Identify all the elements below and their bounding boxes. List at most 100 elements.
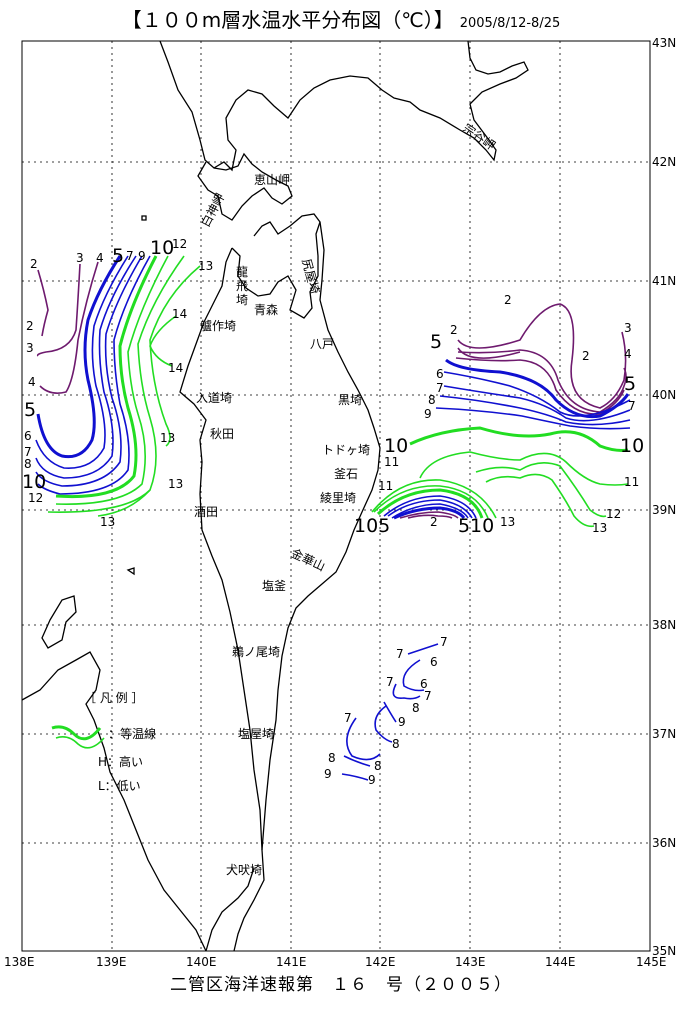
iso-label: 13 [168,477,183,491]
iso-label: 2 [504,293,512,307]
iso-label: 5 [458,515,470,537]
lon-label: 142E [365,955,396,969]
isotherm-e4 [455,357,625,415]
isotherm-w2 [37,269,49,337]
lat-label: 42N [652,155,676,169]
place-henashi: 艫作埼 [200,318,236,333]
place-kuroki: 黒埼 [338,393,362,407]
lat-label: 40N [652,388,676,402]
isotherm-e9 [435,407,631,430]
period-text: 2005/8/12-8/25 [459,16,561,31]
iso-label: 9 [424,407,432,421]
isotherm-e2b [457,347,521,359]
iso-label: 13 [500,515,515,529]
iso-label: 6 [436,367,444,381]
place-shioya: 塩屋埼 [238,726,274,741]
lat-label: 39N [652,503,676,517]
isotherm-w13b [97,489,151,517]
iso-label: 2 [26,319,34,333]
iso-label: 7 [344,711,352,725]
iso-label: 7 [396,647,404,661]
iso-label: 13 [160,431,175,445]
coastlines [21,40,529,952]
isotherm-e12 [475,462,607,518]
map-title: 【１００m層水温水平分布図（℃）】 2005/8/12-8/25 [0,4,682,33]
iso-label: 12 [28,491,43,505]
place-shirakami: 白神岬 [197,191,227,230]
iso-label: 105 [354,515,390,537]
place-nyudo: 入道埼 [196,391,232,405]
lat-label: 36N [652,836,676,850]
isotherm-e5 [445,358,630,419]
place-aomori: 青森 [254,302,278,317]
iso-label: 7 [24,445,32,459]
iso-label: 5 [624,373,636,395]
isotherm-m12 [373,485,489,519]
lon-label: 144E [545,955,576,969]
iso-label: 3 [26,341,34,355]
iso-label: 13 [100,515,115,529]
iso-label: 8 [392,737,400,751]
iso-label: 10 [384,435,408,457]
legend: ［ 凡 例 ］ ：等温線 H：高い L：低い [51,691,156,793]
iso-label: 7 [628,399,636,413]
isotherm-w5 [36,255,122,459]
isotherm-w12 [47,255,185,513]
iso-label: 11 [384,455,399,469]
bulletin-footer: 二管区海洋速報第 １６ 号（２００５） [170,975,512,995]
isotherm-w3 [36,263,81,357]
lon-label: 145E [636,955,667,969]
lat-label: 35N [652,944,676,958]
iso-label: 9 [138,249,146,263]
iso-label: 3 [76,251,84,265]
isotherm-w6 [35,255,129,469]
isotherm-e3 [457,349,627,413]
iso-label: 7 [436,381,444,395]
east-isotherms [409,303,631,528]
place-hachinohe: 八戸 [310,337,334,351]
iso-label: 10 [470,515,494,537]
iso-label: 4 [96,251,104,265]
iso-label: 5 [112,245,124,267]
place-erimo: 恵山岬 [254,173,290,187]
iso-label: 9 [324,767,332,781]
place-akita: 秋田 [210,427,234,441]
isotherm-s7a [407,643,439,655]
place-ryori: 綾里埼 [320,490,356,505]
isotherm-w4 [39,261,99,394]
oshima-peninsula-coast [197,152,293,221]
iso-label: 6 [430,655,438,669]
isotherm-e8 [439,395,631,426]
isotherm-s9b [341,773,369,781]
iso-label: 2 [430,515,438,529]
iso-label: 6 [24,429,32,443]
iso-label: 4 [28,375,36,389]
place-todoga: トドヶ埼 [322,443,370,457]
isotherm-w9 [37,255,151,495]
rebun-islet [141,215,147,221]
iso-label: 2 [30,257,38,271]
legend-low-label: L：低い [98,779,141,793]
iso-label: 14 [168,361,183,375]
title-text: 【１００m層水温水平分布図（℃）】 [121,8,454,32]
isotherm-m6 [391,503,469,519]
isotherm-w7 [35,255,137,479]
iso-label: 14 [172,307,187,321]
iso-label: 9 [368,773,376,787]
honshu-east-coast [261,221,381,851]
isotherm-s9a [383,701,397,723]
isotherm-s6 [402,659,425,692]
isotherm-s7b [392,683,421,700]
isotherm-w13a [149,265,201,447]
iso-label: 5 [24,399,36,421]
tobishima-island [126,567,135,576]
central-eddy-isotherms [371,479,497,520]
isotherm-s8a [374,705,393,743]
lon-label: 138E [4,955,35,969]
iso-label: 4 [624,347,632,361]
iso-label: 10 [150,237,174,259]
lat-label: 38N [652,618,676,632]
lon-label: 143E [455,955,486,969]
iso-label: 7 [440,635,448,649]
